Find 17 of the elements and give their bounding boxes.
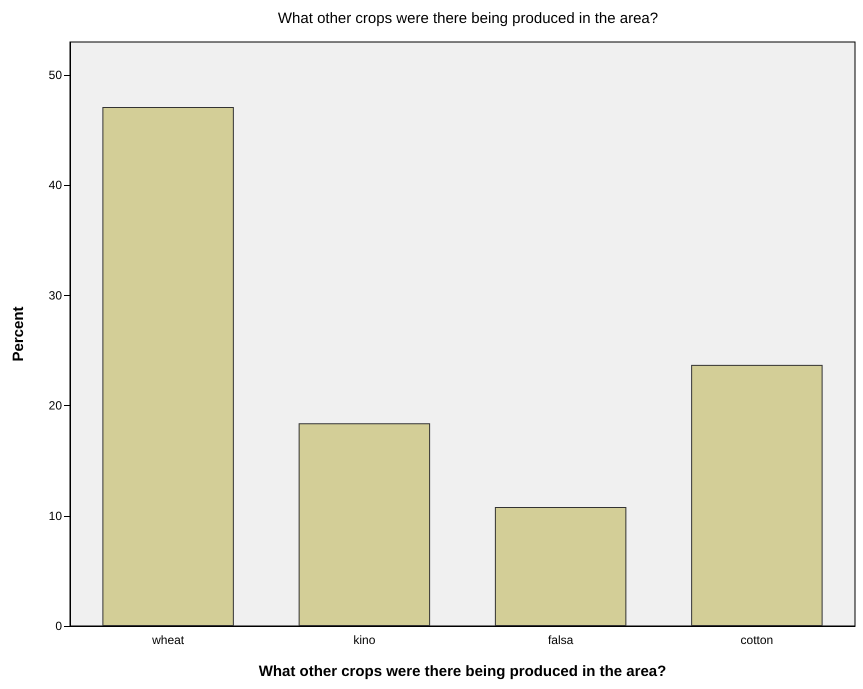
- x-tick-label: cotton: [740, 633, 774, 647]
- y-tick-label: 10: [48, 508, 62, 523]
- y-tick-label: 40: [48, 178, 62, 192]
- y-tick-label: 0: [55, 619, 62, 633]
- bar: [298, 423, 430, 626]
- y-tick-label: 20: [48, 398, 62, 413]
- y-tick-label: 30: [48, 288, 62, 302]
- bar: [102, 107, 234, 626]
- y-tick-label: 50: [48, 68, 62, 82]
- y-axis-title: Percent: [10, 306, 27, 362]
- x-tick-label: kino: [353, 633, 376, 647]
- x-tick-label: wheat: [151, 633, 185, 647]
- bar: [691, 364, 823, 626]
- x-axis-title: What other crops were there being produced in the area?: [258, 663, 666, 680]
- chart-title: What other crops were there being produced in the area?: [278, 10, 658, 27]
- bar: [494, 506, 626, 626]
- x-tick-label: falsa: [548, 633, 574, 647]
